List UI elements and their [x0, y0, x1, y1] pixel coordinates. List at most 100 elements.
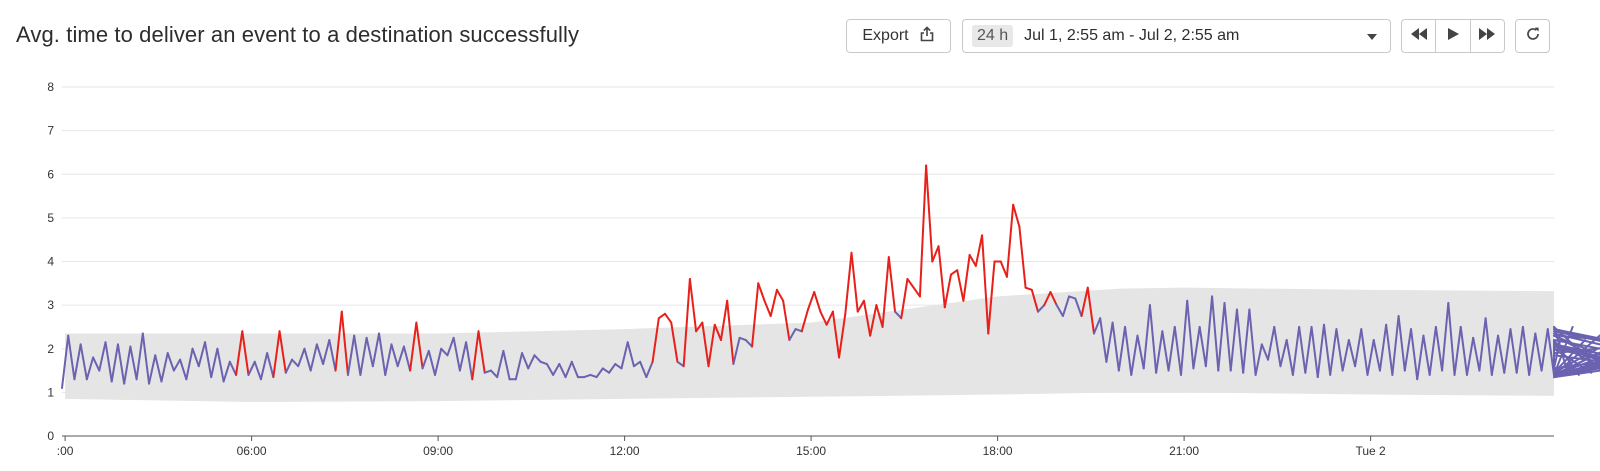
x-tick-label: :00 [57, 444, 74, 458]
series-segment [1322, 323, 1332, 376]
series-segment [1117, 325, 1127, 372]
series-segment [1553, 364, 1600, 376]
series-segment [129, 345, 138, 381]
anomaly-segment [906, 277, 915, 289]
series-segment [1385, 323, 1394, 376]
series-segment [427, 349, 436, 376]
anomaly-segment [1080, 286, 1089, 318]
series-segment [1291, 325, 1301, 376]
anomaly-segment [719, 299, 729, 342]
series-segment [465, 341, 474, 381]
series-segment [92, 356, 101, 372]
anomaly-segment [900, 277, 909, 320]
y-tick-label: 1 [47, 385, 54, 399]
series-segment [421, 349, 430, 370]
series-segment [1316, 323, 1325, 379]
series-segment [85, 356, 95, 381]
series-segment [1204, 295, 1214, 368]
series-segment [1217, 301, 1226, 372]
anomaly-segment [949, 269, 959, 276]
series-segment [1167, 325, 1176, 372]
series-segment [1391, 315, 1400, 376]
series-segment [141, 332, 151, 385]
series-segment [1254, 343, 1263, 376]
series-segment [266, 352, 275, 379]
series-segment [378, 332, 387, 376]
series-segment [744, 339, 754, 348]
series-segment [1142, 304, 1151, 370]
range-text: Jul 1, 2:55 am - Jul 2, 2:55 am [1024, 27, 1240, 44]
anomaly-segment [657, 312, 667, 320]
series-segment [527, 354, 536, 370]
anomaly-segment [887, 256, 897, 313]
series-segment [601, 367, 611, 374]
series-segment [608, 363, 617, 374]
anomaly-segment [682, 277, 691, 368]
series-segment [228, 360, 238, 376]
y-tick-label: 5 [47, 211, 54, 225]
x-tick-label: Tue 2 [1355, 444, 1386, 458]
series-segment [1553, 369, 1600, 379]
anomaly-segment [651, 317, 660, 363]
series-segment [1329, 328, 1338, 376]
rewind-button[interactable] [1402, 20, 1435, 52]
series-segment [1267, 325, 1276, 361]
anomaly-segment [856, 299, 865, 313]
series-segment [502, 349, 511, 381]
series-segment [1534, 332, 1543, 372]
series-segment [191, 347, 200, 368]
series-segment [1403, 328, 1413, 372]
series-segment [1447, 301, 1456, 376]
export-button[interactable]: Export [846, 19, 951, 53]
time-range-select[interactable]: 24 h Jul 1, 2:55 am - Jul 2, 2:55 am [962, 19, 1391, 53]
series-segment [179, 358, 188, 381]
anomaly-segment [272, 330, 281, 379]
anomaly-segment [862, 299, 872, 337]
series-segment [160, 352, 169, 383]
series-segment [1180, 299, 1189, 376]
series-segment [1540, 328, 1549, 372]
series-segment [1416, 334, 1425, 381]
series-segment [1472, 336, 1481, 372]
anomaly-segment [800, 308, 809, 333]
anomaly-segment [1043, 291, 1052, 307]
series-segment [1497, 334, 1506, 374]
series-segment [1528, 332, 1537, 376]
series-segment [197, 341, 206, 368]
series-segment [545, 363, 555, 376]
anomaly-segment [471, 330, 480, 381]
series-segment [1503, 328, 1512, 374]
series-segment [521, 352, 530, 370]
series-segment [1061, 295, 1071, 318]
series-segment [1372, 339, 1381, 372]
refresh-button[interactable] [1515, 19, 1550, 53]
series-segment [284, 358, 294, 374]
y-tick-label: 3 [47, 298, 54, 312]
series-segment [1099, 317, 1108, 363]
anomaly-segment [477, 330, 486, 374]
series-segment [1360, 328, 1369, 376]
series-segment [452, 336, 461, 372]
share-upload-icon [919, 25, 935, 47]
series-segment [1428, 325, 1437, 376]
series-segment [738, 336, 747, 342]
play-button[interactable] [1435, 20, 1469, 52]
anomaly-segment [875, 304, 884, 328]
series-segment [154, 354, 163, 383]
series-segment [1453, 325, 1462, 376]
series-segment [1285, 339, 1294, 376]
series-segment [315, 343, 325, 366]
series-segment [67, 334, 76, 381]
anomaly-segment [701, 321, 710, 368]
series-segment [440, 347, 449, 357]
anomaly-segment [943, 273, 952, 309]
series-segment [322, 339, 331, 366]
fast-forward-button[interactable] [1469, 20, 1504, 52]
anomaly-segment [1030, 288, 1040, 313]
series-segment [1553, 339, 1600, 350]
series-segment [1148, 304, 1158, 374]
series-segment [1273, 325, 1282, 368]
series-segment [1186, 299, 1195, 370]
series-segment [1211, 295, 1220, 372]
rewind-icon [1410, 27, 1428, 46]
